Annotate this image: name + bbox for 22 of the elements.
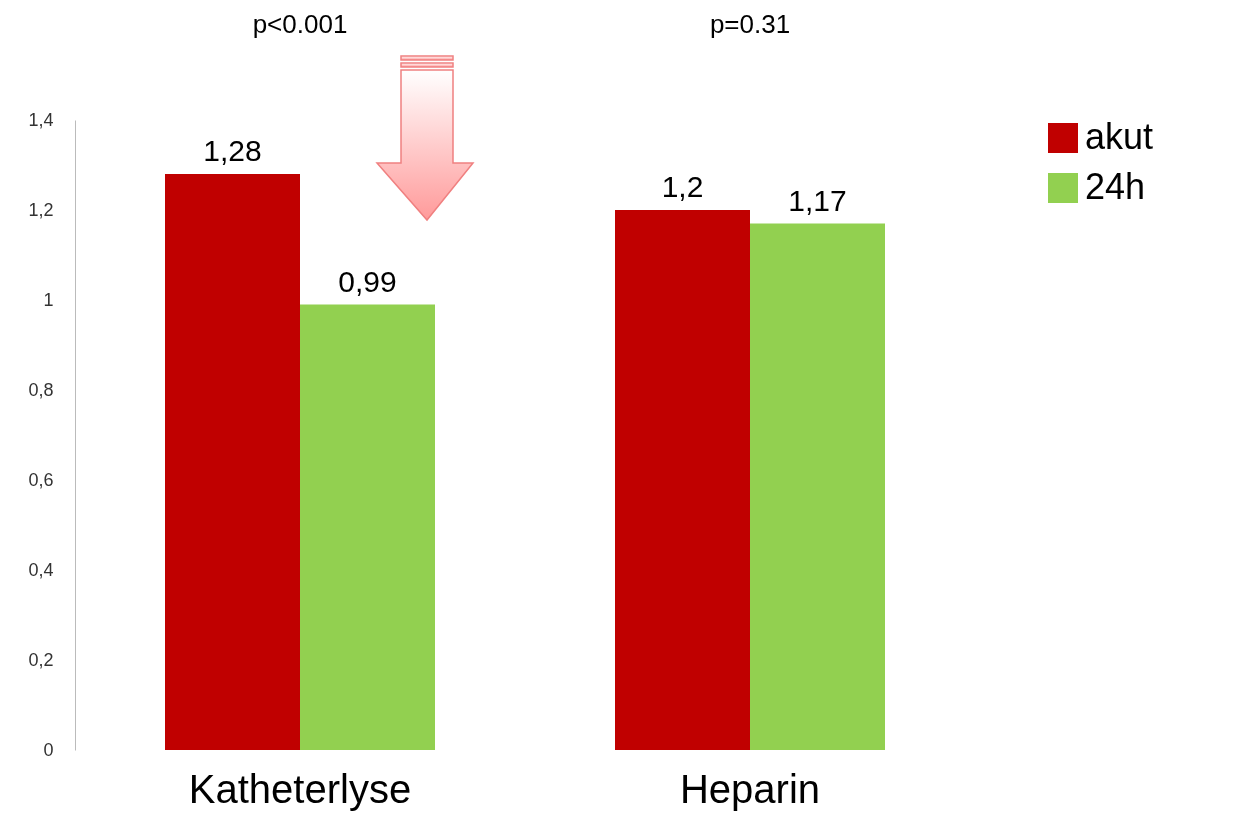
y-tick-label: 0,2: [28, 649, 54, 670]
data-label: 1,28: [203, 134, 262, 167]
bar: [300, 304, 435, 750]
bar: [750, 223, 885, 750]
y-tick-label: 0: [43, 739, 54, 760]
text: p=0.31: [709, 9, 791, 39]
y-tick-label: 0,8: [28, 379, 54, 400]
data-label: 0,99: [338, 264, 397, 298]
x-tick-label: Heparin: [679, 766, 821, 811]
text: p<0.001: [252, 9, 348, 39]
y-tick-label: 1: [43, 289, 54, 310]
x-tick-label: Katheterlyse: [188, 766, 412, 811]
data-label: 1,17: [788, 183, 847, 217]
y-tick-label: 0,4: [28, 559, 54, 580]
y-tick-label: 1,4: [28, 109, 54, 130]
bar: [165, 174, 300, 750]
bar: [615, 210, 750, 750]
data-label: 1,2: [661, 170, 704, 203]
legend-label: akut: [1085, 116, 1154, 157]
legend-label: 24h: [1085, 166, 1146, 207]
y-tick-label: 1,2: [28, 199, 54, 220]
y-tick-label: 0,6: [28, 469, 54, 490]
